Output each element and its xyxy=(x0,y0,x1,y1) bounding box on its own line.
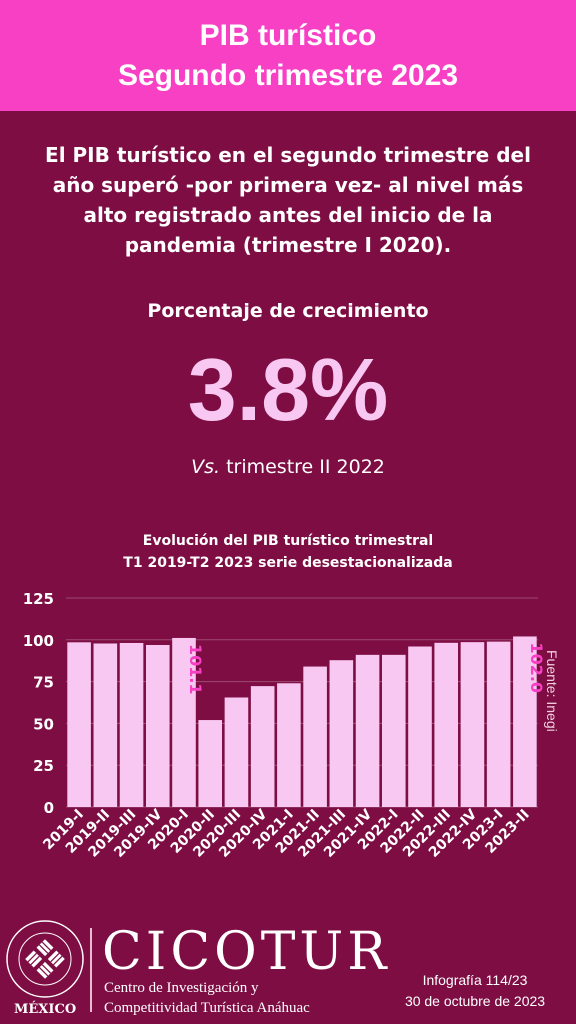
chart-title-line2: T1 2019-T2 2023 serie desestacionalizada xyxy=(123,555,453,571)
footer: MÉXICO CICOTUR Centro de Investigación y… xyxy=(0,910,576,1024)
intro-text: El PIB turístico en el segundo trimestre… xyxy=(45,143,531,257)
bar xyxy=(277,683,301,807)
chart-source: Fuente: Inegi xyxy=(544,650,560,732)
metric-vs-text: trimestre II 2022 xyxy=(220,456,385,478)
y-tick-label: 25 xyxy=(33,757,54,775)
bar xyxy=(513,636,537,807)
y-tick-label: 100 xyxy=(23,632,54,650)
org-subtitle-line1: Centro de Investigación y xyxy=(104,980,259,996)
data-label: 101.1 xyxy=(186,644,205,695)
bar xyxy=(381,654,406,807)
bar xyxy=(329,660,354,807)
bar xyxy=(250,686,275,807)
metric-label: Porcentaje de crecimiento xyxy=(147,300,429,322)
chart-title-line1: Evolución del PIB turístico trimestral xyxy=(142,533,434,549)
page-title-line2: Segundo trimestre 2023 xyxy=(117,58,459,92)
y-tick-label: 0 xyxy=(44,799,54,817)
metric-comparison: Vs. trimestre II 2022 xyxy=(0,456,576,478)
bar xyxy=(460,642,485,807)
page-title-line1: PIB turístico xyxy=(199,18,377,52)
org-subtitle-line2: Competitividad Turística Anáhuac xyxy=(104,1000,310,1016)
y-tick-label: 50 xyxy=(33,715,54,733)
org-logo-name: CICOTUR xyxy=(102,922,391,982)
infographic-number: Infografía 114/23 xyxy=(422,972,528,988)
org-subtitle: Centro de Investigación y Competitividad… xyxy=(104,978,310,1018)
bar xyxy=(119,642,144,807)
bar xyxy=(303,666,327,807)
bar xyxy=(198,720,223,807)
bar xyxy=(67,642,91,807)
data-label: 102.0 xyxy=(527,642,546,693)
header-banner: PIB turístico Segundo trimestre 2023 xyxy=(0,0,576,111)
y-tick-label: 125 xyxy=(23,590,54,608)
bar xyxy=(172,637,196,807)
bar xyxy=(408,646,432,807)
bar xyxy=(355,654,380,807)
y-tick-label: 75 xyxy=(33,674,54,692)
bar xyxy=(224,697,249,807)
infographic-info: Infografía 114/23 30 de octubre de 2023 xyxy=(380,970,570,1012)
bar xyxy=(486,641,511,807)
university-seal-icon xyxy=(6,920,84,998)
seal-country: MÉXICO xyxy=(14,1002,77,1017)
bar xyxy=(434,642,459,807)
metric-vs-prefix: Vs. xyxy=(191,456,221,478)
publication-date: 30 de octubre de 2023 xyxy=(404,993,546,1009)
footer-divider xyxy=(90,928,92,1012)
bar-chart: 02550751001252019-I2019-II2019-III2019-I… xyxy=(23,590,546,861)
bar xyxy=(145,644,170,807)
metric-value: 3.8% xyxy=(187,340,389,439)
bar xyxy=(93,643,118,807)
chart-title: Evolución del PIB turístico trimestral T… xyxy=(0,530,576,574)
